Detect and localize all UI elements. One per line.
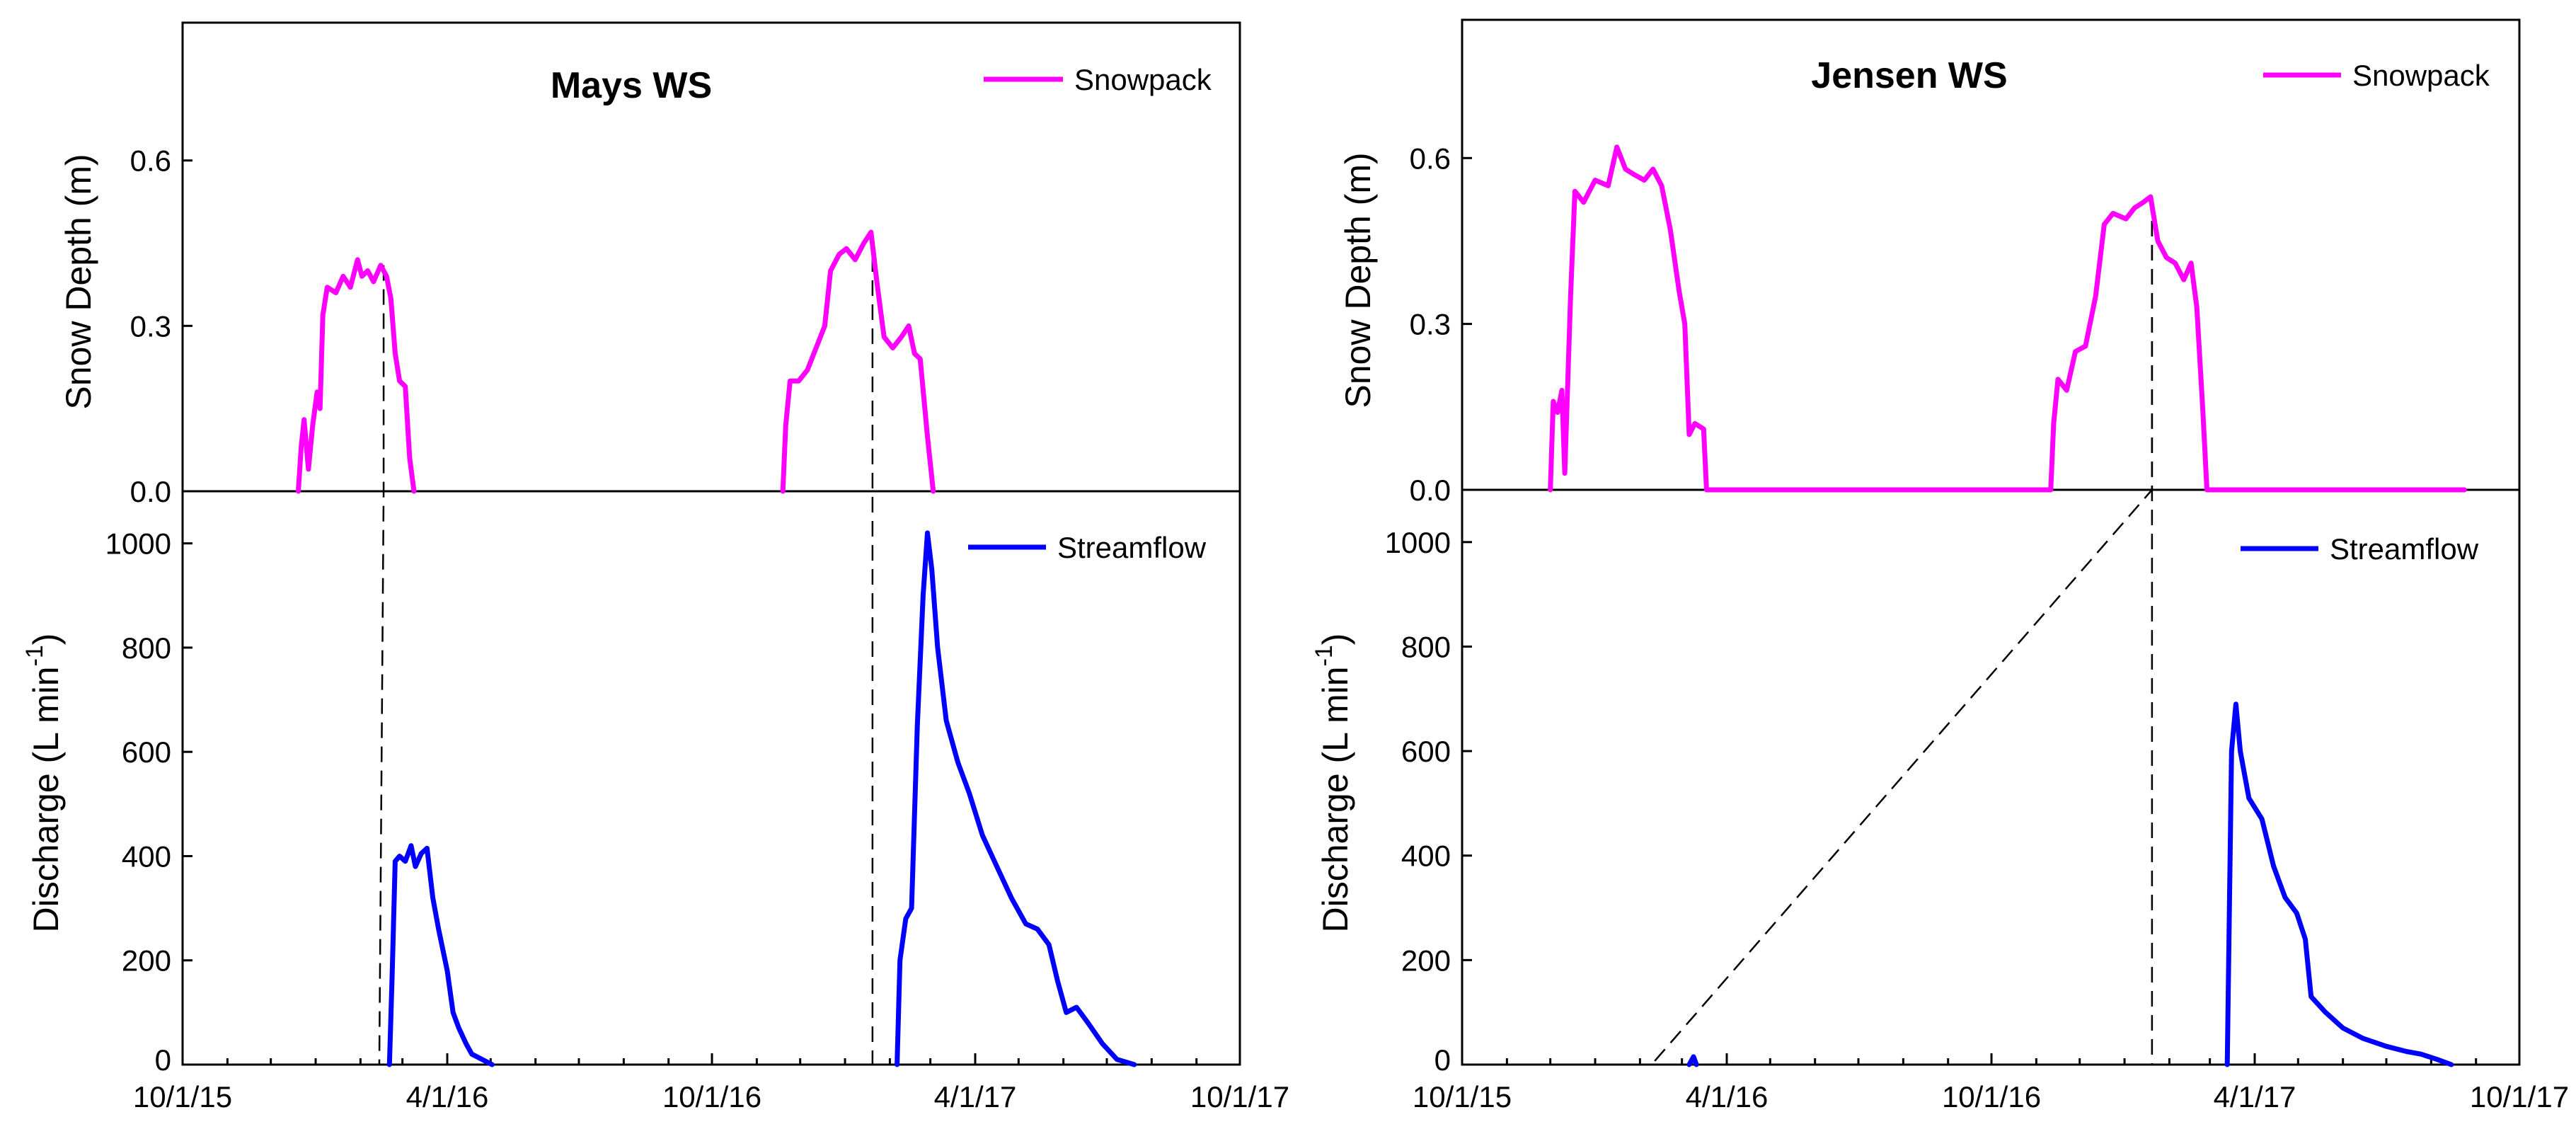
flow-legend: Streamflow — [968, 531, 1207, 564]
flow-yticks: 0 200 400 600 800 1000 — [105, 527, 171, 1077]
x-tick-label: 4/1/17 — [934, 1080, 1017, 1113]
streamflow-line — [2224, 701, 2454, 1067]
legend-snowpack-label: Snowpack — [1074, 63, 1212, 96]
streamflow-line — [895, 530, 1137, 1067]
panel-marks — [181, 159, 1241, 1067]
flow-ytick-label: 400 — [1401, 840, 1451, 873]
snow-to-flow-connector — [378, 265, 385, 1065]
legend-snowpack-label: Snowpack — [2352, 59, 2490, 92]
snowpack-line — [296, 257, 417, 494]
flow-ylabel-text: Discharge (L min — [1316, 666, 1355, 932]
flow-ylabel: Discharge (L min-1) — [21, 634, 66, 933]
flow-ytick-label: 600 — [122, 735, 171, 769]
flow-ytick-label: 1000 — [105, 527, 171, 561]
legend-streamflow-label: Streamflow — [1057, 531, 1207, 564]
flow-legend: Streamflow — [2241, 532, 2479, 566]
x-tick-label: 4/1/16 — [406, 1080, 489, 1113]
x-tick-label: 10/1/17 — [2470, 1080, 2569, 1113]
panel-title: Jensen WS — [1811, 55, 2007, 96]
snowpack-line — [1548, 144, 2467, 493]
flow-ylabel: Discharge (L min-1) — [1311, 634, 1355, 933]
snow-ytick-label: 0.0 — [1410, 474, 1451, 507]
x-tick-label: 10/1/17 — [1190, 1080, 1289, 1113]
snow-ytick-label: 0.0 — [130, 475, 171, 508]
flow-ytick-label: 200 — [1401, 944, 1451, 977]
legend-streamflow-label: Streamflow — [2330, 532, 2479, 566]
flow-ytick-label: 400 — [122, 840, 171, 873]
snow-ytick-label: 0.6 — [1410, 142, 1451, 175]
flow-ytick-label: 0 — [155, 1043, 171, 1077]
flow-ylabel-text: Discharge (L min — [26, 666, 66, 932]
snow-legend: Snowpack — [984, 63, 1212, 96]
snow-ylabel: Snow Depth (m) — [59, 154, 98, 409]
flow-ytick-label: 800 — [1401, 630, 1451, 663]
snow-legend: Snowpack — [2263, 59, 2490, 92]
x-tick-label: 10/1/16 — [662, 1080, 761, 1113]
snowpack-line — [780, 229, 936, 494]
panel-mays: Mays WS Snowpack Streamflow Snow Depth (… — [21, 21, 1289, 1113]
flow-ytick-label: 600 — [1401, 735, 1451, 768]
x-ticks: 10/1/15 4/1/16 10/1/16 4/1/17 10/1/17 — [1413, 1080, 2569, 1113]
x-tick-label: 10/1/15 — [1413, 1080, 1512, 1113]
flow-ytick-label: 800 — [122, 631, 171, 665]
snow-ytick-label: 0.3 — [1410, 308, 1451, 341]
flow-ylabel-superscript: -1 — [1311, 645, 1338, 666]
flow-yticks: 0 200 400 600 800 1000 — [1385, 526, 1451, 1077]
snow-yticks: 0.0 0.3 0.6 — [130, 144, 171, 508]
flow-ytick-label: 0 — [1434, 1043, 1451, 1077]
panel-jensen: Jensen WS Snowpack Streamflow Snow Depth… — [1311, 18, 2569, 1113]
panel-title: Mays WS — [551, 65, 712, 106]
snow-ytick-label: 0.3 — [130, 309, 171, 343]
flow-ytick-label: 1000 — [1385, 526, 1451, 559]
streamflow-line — [386, 843, 495, 1067]
flow-ylabel-close: ) — [1316, 634, 1355, 646]
flow-ytick-label: 200 — [122, 944, 171, 978]
snow-yticks: 0.0 0.3 0.6 — [1410, 142, 1451, 507]
x-tick-label: 4/1/17 — [2214, 1080, 2296, 1113]
streamflow-line — [1686, 1054, 1699, 1067]
x-tick-label: 10/1/16 — [1942, 1080, 2041, 1113]
snow-ytick-label: 0.6 — [130, 144, 171, 178]
x-tick-label: 4/1/16 — [1686, 1080, 1769, 1113]
x-ticks: 10/1/15 4/1/16 10/1/16 4/1/17 10/1/17 — [133, 1080, 1289, 1113]
panel-marks — [1461, 144, 2521, 1067]
flow-ylabel-superscript: -1 — [21, 645, 48, 666]
flow-ylabel-close: ) — [26, 634, 66, 646]
snow-to-flow-connector — [1650, 196, 2154, 1065]
snow-ylabel: Snow Depth (m) — [1338, 152, 1378, 408]
x-tick-label: 10/1/15 — [133, 1080, 232, 1113]
